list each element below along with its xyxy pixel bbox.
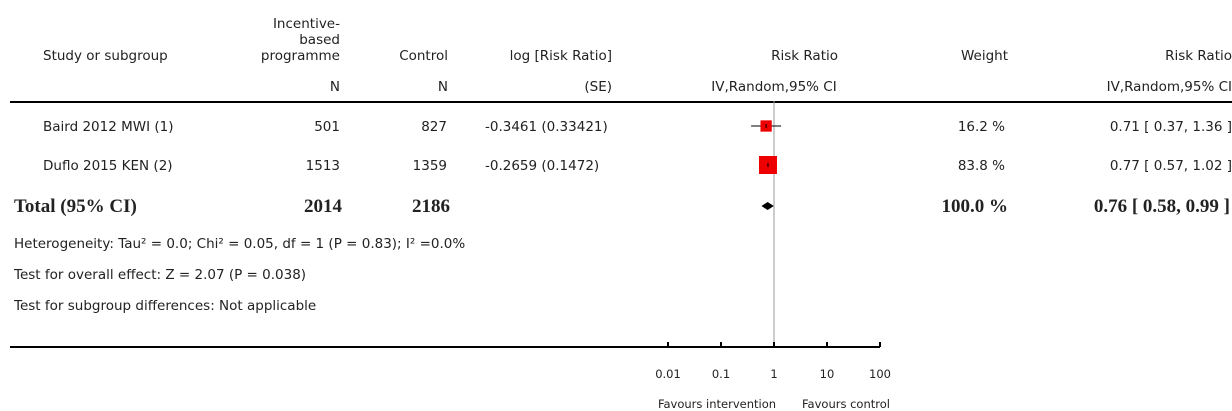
x-axis-tick-label: 10 [820,367,835,381]
total-weight: 100.0 % [941,196,1009,217]
bottom-rule [10,346,668,348]
total-n-intervention: 2014 [304,196,342,217]
x-axis-tick-label: 1 [770,367,777,381]
header-control: Control [399,48,448,64]
study-ci-text: 0.71 [ 0.37, 1.36 ] [1109,119,1232,135]
header-rr-plot: Risk Ratio [771,48,838,64]
header-intervention-line3: programme [260,48,340,64]
x-axis-tick-label: 0.1 [712,367,730,381]
study-ci-text: 0.77 [ 0.57, 1.02 ] [1109,158,1232,174]
header-rr-plot-method: IV,Random,95% CI [711,79,837,95]
study-log-rr-se: -0.3461 (0.33421) [485,119,608,135]
study-name: Baird 2012 MWI (1) [43,119,174,135]
x-axis-tick-label: 100 [869,367,891,381]
overall-effect-text: Test for overall effect: Z = 2.07 (P = 0… [14,267,307,283]
study-n-control: 827 [421,119,447,135]
total-ci-text: 0.76 [ 0.58, 0.99 ] [1093,196,1230,217]
x-axis-tick-label: 0.01 [655,367,681,381]
total-label: Total (95% CI) [14,196,137,217]
favours-control-label: Favours control [802,397,890,411]
x-axis-ticks: 0.01 0.1 1 10 100 [655,342,891,381]
header-intervention-line2: based [299,32,340,48]
study-name: Duflo 2015 KEN (2) [43,158,173,174]
study-n-intervention: 501 [314,119,340,135]
subgroup-differences-text: Test for subgroup differences: Not appli… [14,298,317,314]
header-intervention-line1: Incentive- [272,16,340,32]
study-weight: 16.2 % [957,119,1005,135]
study-n-intervention: 1513 [305,158,340,174]
study-log-rr-se: -0.2659 (0.1472) [485,158,600,174]
pooled-diamond [761,202,774,210]
favours-intervention-label: Favours intervention [658,397,776,411]
header-control-n: N [437,79,448,95]
study-markers [751,120,782,174]
total-n-control: 2186 [412,196,450,217]
study-n-control: 1359 [412,158,447,174]
header-log-rr: log [Risk Ratio] [509,48,612,64]
header-log-rr-se: (SE) [584,79,612,95]
header-study: Study or subgroup [43,48,168,64]
study-weight: 83.8 % [957,158,1005,174]
header-weight: Weight [960,48,1008,64]
header-rr-text: Risk Ratio [1165,48,1232,64]
header-intervention-n: N [329,79,340,95]
heterogeneity-text: Heterogeneity: Tau² = 0.0; Chi² = 0.05, … [14,236,466,252]
header-rr-text-method: IV,Random,95% CI [1106,79,1232,95]
header-rule [10,101,1232,103]
